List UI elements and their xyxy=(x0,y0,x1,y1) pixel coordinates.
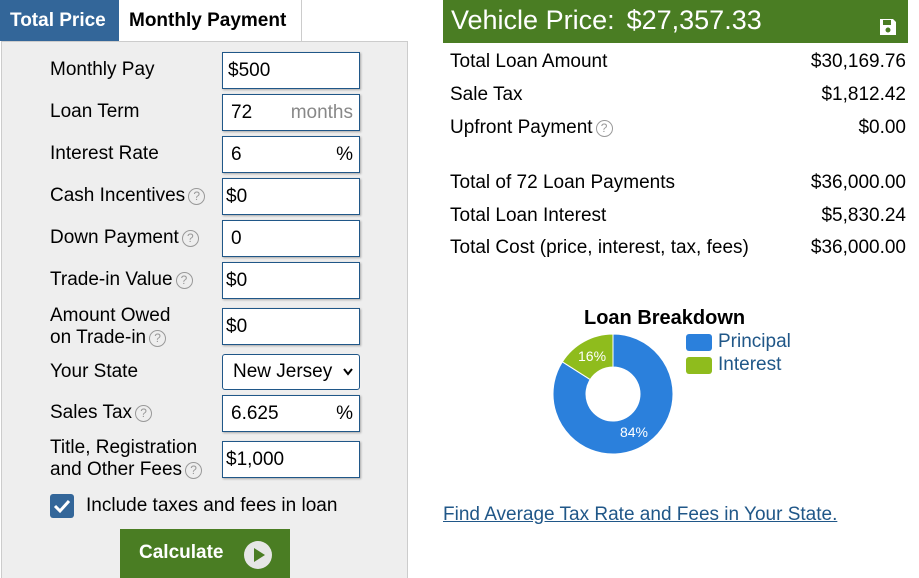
fees-input[interactable]: $1,000 xyxy=(222,441,360,478)
interest-rate-unit: % xyxy=(336,144,353,165)
result-value: $30,169.76 xyxy=(810,51,906,72)
trade-in-value-label: Trade-in Value? xyxy=(50,269,193,291)
trade-in-value-text: Trade-in Value xyxy=(50,269,173,290)
result-label: Sale Tax xyxy=(450,84,523,105)
interest-rate-label: Interest Rate xyxy=(50,143,159,164)
result-label: Upfront Payment? xyxy=(450,117,613,139)
pie-label-interest: 16% xyxy=(578,348,606,364)
interest-rate-input[interactable]: 6% xyxy=(222,136,360,173)
cash-incentives-input[interactable]: $0 xyxy=(222,178,360,215)
upfront-payment-text: Upfront Payment xyxy=(450,117,593,138)
state-select-value: New Jersey xyxy=(233,361,333,382)
save-icon[interactable]: save xyxy=(876,7,900,57)
legend-label: Interest xyxy=(718,354,782,375)
include-taxes-checkbox[interactable] xyxy=(50,494,74,518)
down-payment-text: Down Payment xyxy=(50,227,179,248)
vehicle-price-label: Vehicle Price: xyxy=(451,5,615,35)
legend-swatch xyxy=(686,334,712,351)
chevron-down-icon xyxy=(342,355,354,401)
tab-monthly-payment[interactable]: Monthly Payment xyxy=(119,0,302,41)
loan-term-value: 72 xyxy=(231,102,253,123)
trade-in-value-input[interactable]: $0 xyxy=(222,262,360,299)
cash-incentives-label: Cash Incentives? xyxy=(50,185,206,207)
result-value: $0.00 xyxy=(858,117,906,138)
calculate-label: Calculate xyxy=(139,542,224,563)
help-icon[interactable]: ? xyxy=(188,188,206,205)
play-icon xyxy=(244,541,272,569)
down-payment-label: Down Payment? xyxy=(50,227,199,249)
amount-owed-label: Amount Owed on Trade-in? xyxy=(50,305,170,349)
loan-breakdown-chart: 84% 16% xyxy=(552,333,674,455)
fees-value: $1,000 xyxy=(226,449,285,470)
sales-tax-input[interactable]: 6.625% xyxy=(222,395,360,432)
vehicle-price-bar: Vehicle Price: $27,357.33 save xyxy=(443,0,908,57)
your-state-label: Your State xyxy=(50,361,139,382)
trade-in-value-value: $0 xyxy=(226,270,248,291)
result-value: $36,000.00 xyxy=(810,172,906,193)
result-label: Total of 72 Loan Payments xyxy=(450,172,675,193)
cash-incentives-value: $0 xyxy=(226,186,248,207)
loan-term-label: Loan Term xyxy=(50,101,140,122)
sales-tax-unit: % xyxy=(336,403,353,424)
result-label: Total Loan Interest xyxy=(450,205,607,226)
calculate-button[interactable]: Calculate xyxy=(120,529,290,578)
monthly-pay-input[interactable]: $500 xyxy=(222,52,360,89)
sales-tax-text: Sales Tax xyxy=(50,402,133,423)
save-label: save xyxy=(878,47,898,57)
sales-tax-value: 6.625 xyxy=(231,403,279,424)
loan-term-input[interactable]: 72 months xyxy=(222,94,360,131)
result-value: $36,000.00 xyxy=(810,237,906,258)
pie-slice-interest xyxy=(561,333,614,381)
chart-title: Loan Breakdown xyxy=(584,307,746,329)
monthly-pay-label: Monthly Pay xyxy=(50,59,155,80)
amount-owed-text-2: on Trade-in xyxy=(50,327,147,348)
include-taxes-label: Include taxes and fees in loan xyxy=(86,495,338,516)
state-select[interactable]: New Jersey xyxy=(222,354,360,390)
help-icon[interactable]: ? xyxy=(175,272,193,289)
help-icon[interactable]: ? xyxy=(135,405,153,422)
down-payment-value: 0 xyxy=(231,228,242,249)
down-payment-input[interactable]: 0 xyxy=(222,220,360,257)
interest-rate-value: 6 xyxy=(231,144,242,165)
legend-swatch xyxy=(686,357,712,374)
pie-slice-principal xyxy=(552,333,674,455)
help-icon[interactable]: ? xyxy=(149,330,167,347)
help-icon[interactable]: ? xyxy=(185,462,203,479)
result-label: Total Cost (price, interest, tax, fees) xyxy=(450,237,749,258)
result-label: Total Loan Amount xyxy=(450,51,608,72)
help-icon[interactable]: ? xyxy=(181,230,199,247)
vehicle-price-value: $27,357.33 xyxy=(626,5,762,35)
pie-label-principal: 84% xyxy=(620,424,648,440)
monthly-pay-value: $500 xyxy=(228,60,271,81)
amount-owed-input[interactable]: $0 xyxy=(222,308,360,345)
help-icon[interactable]: ? xyxy=(595,120,613,137)
result-value: $1,812.42 xyxy=(821,84,906,105)
result-value: $5,830.24 xyxy=(821,205,906,226)
floppy-disk-icon xyxy=(880,19,896,35)
find-tax-rate-link[interactable]: Find Average Tax Rate and Fees in Your S… xyxy=(443,504,838,525)
amount-owed-value: $0 xyxy=(226,316,248,337)
loan-term-unit: months xyxy=(290,102,353,123)
amount-owed-text-1: Amount Owed xyxy=(50,305,171,326)
cash-incentives-text: Cash Incentives xyxy=(50,185,186,206)
fees-text-2: and Other Fees xyxy=(50,459,183,480)
fees-label: Title, Registration and Other Fees? xyxy=(50,437,203,481)
fees-text-1: Title, Registration xyxy=(50,437,198,458)
checkmark-icon xyxy=(53,499,71,514)
tab-total-price[interactable]: Total Price xyxy=(0,0,119,41)
legend-label: Principal xyxy=(718,331,791,352)
sales-tax-label: Sales Tax? xyxy=(50,402,153,424)
